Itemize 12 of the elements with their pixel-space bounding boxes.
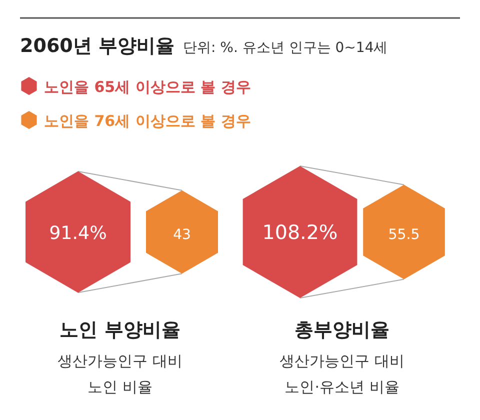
data-label: 91.4% (49, 223, 107, 244)
legend-label: 노인을 76세 이상으로 볼 경우 (44, 112, 251, 130)
text: 생산가능인구 대비 노인 비율 (58, 352, 182, 396)
text: 2060년 부양비율 (20, 35, 174, 57)
text: 생산가능인구 대비 노인·유소년 비율 (280, 352, 404, 396)
category-label: 총부양비율 (294, 319, 390, 341)
data-label: 108.2% (262, 221, 338, 244)
data-label: 43 (173, 227, 191, 243)
legend-label: 노인을 65세 이상으로 볼 경우 (44, 78, 251, 96)
text: 단위: %. 유소년 인구는 0~14세 (183, 40, 388, 56)
category-label: 노인 부양비율 (60, 319, 180, 341)
data-label: 55.5 (388, 227, 420, 243)
